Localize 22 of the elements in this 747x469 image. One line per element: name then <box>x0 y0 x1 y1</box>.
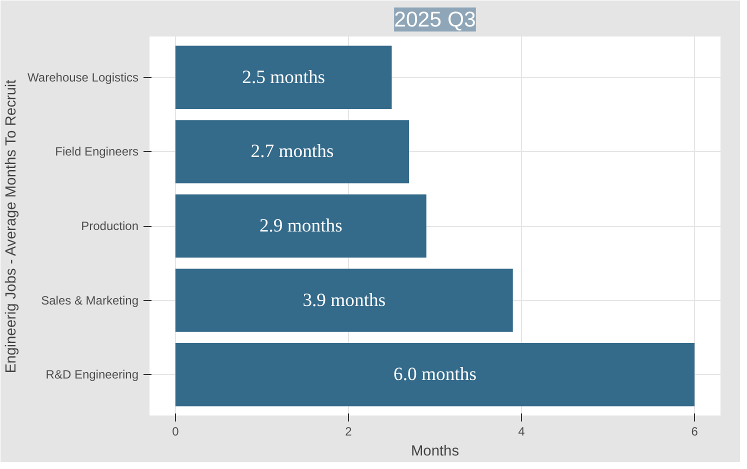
y-axis-title: Engineerig Jobs - Average Months To Recruit <box>4 80 20 374</box>
y-tick-label: Sales & Marketing <box>41 293 139 308</box>
x-tick-label: 6 <box>691 424 698 438</box>
y-tick-label: Production <box>81 219 139 233</box>
y-tick-label: R&D Engineering <box>46 368 138 382</box>
bar <box>175 268 513 332</box>
bar <box>175 343 695 406</box>
data-label: 6.0 months <box>394 364 476 386</box>
bar <box>175 120 410 184</box>
x-axis-title: Months <box>410 444 460 460</box>
data-label: 2.9 months <box>259 216 342 236</box>
bar <box>175 46 392 109</box>
y-tick-label: Field Engineers <box>55 144 139 159</box>
data-label: 2.5 months <box>242 66 326 88</box>
data-label: 2.7 months <box>250 141 334 162</box>
chart-title: 2025 Q3 <box>394 8 476 32</box>
x-tick-label: 4 <box>518 424 526 438</box>
x-tick-label: 0 <box>172 424 180 438</box>
x-tick-label: 2 <box>345 424 352 438</box>
bar <box>175 194 426 258</box>
data-label: 3.9 months <box>302 290 386 311</box>
y-tick-label: Warehouse Logistics <box>28 70 139 84</box>
